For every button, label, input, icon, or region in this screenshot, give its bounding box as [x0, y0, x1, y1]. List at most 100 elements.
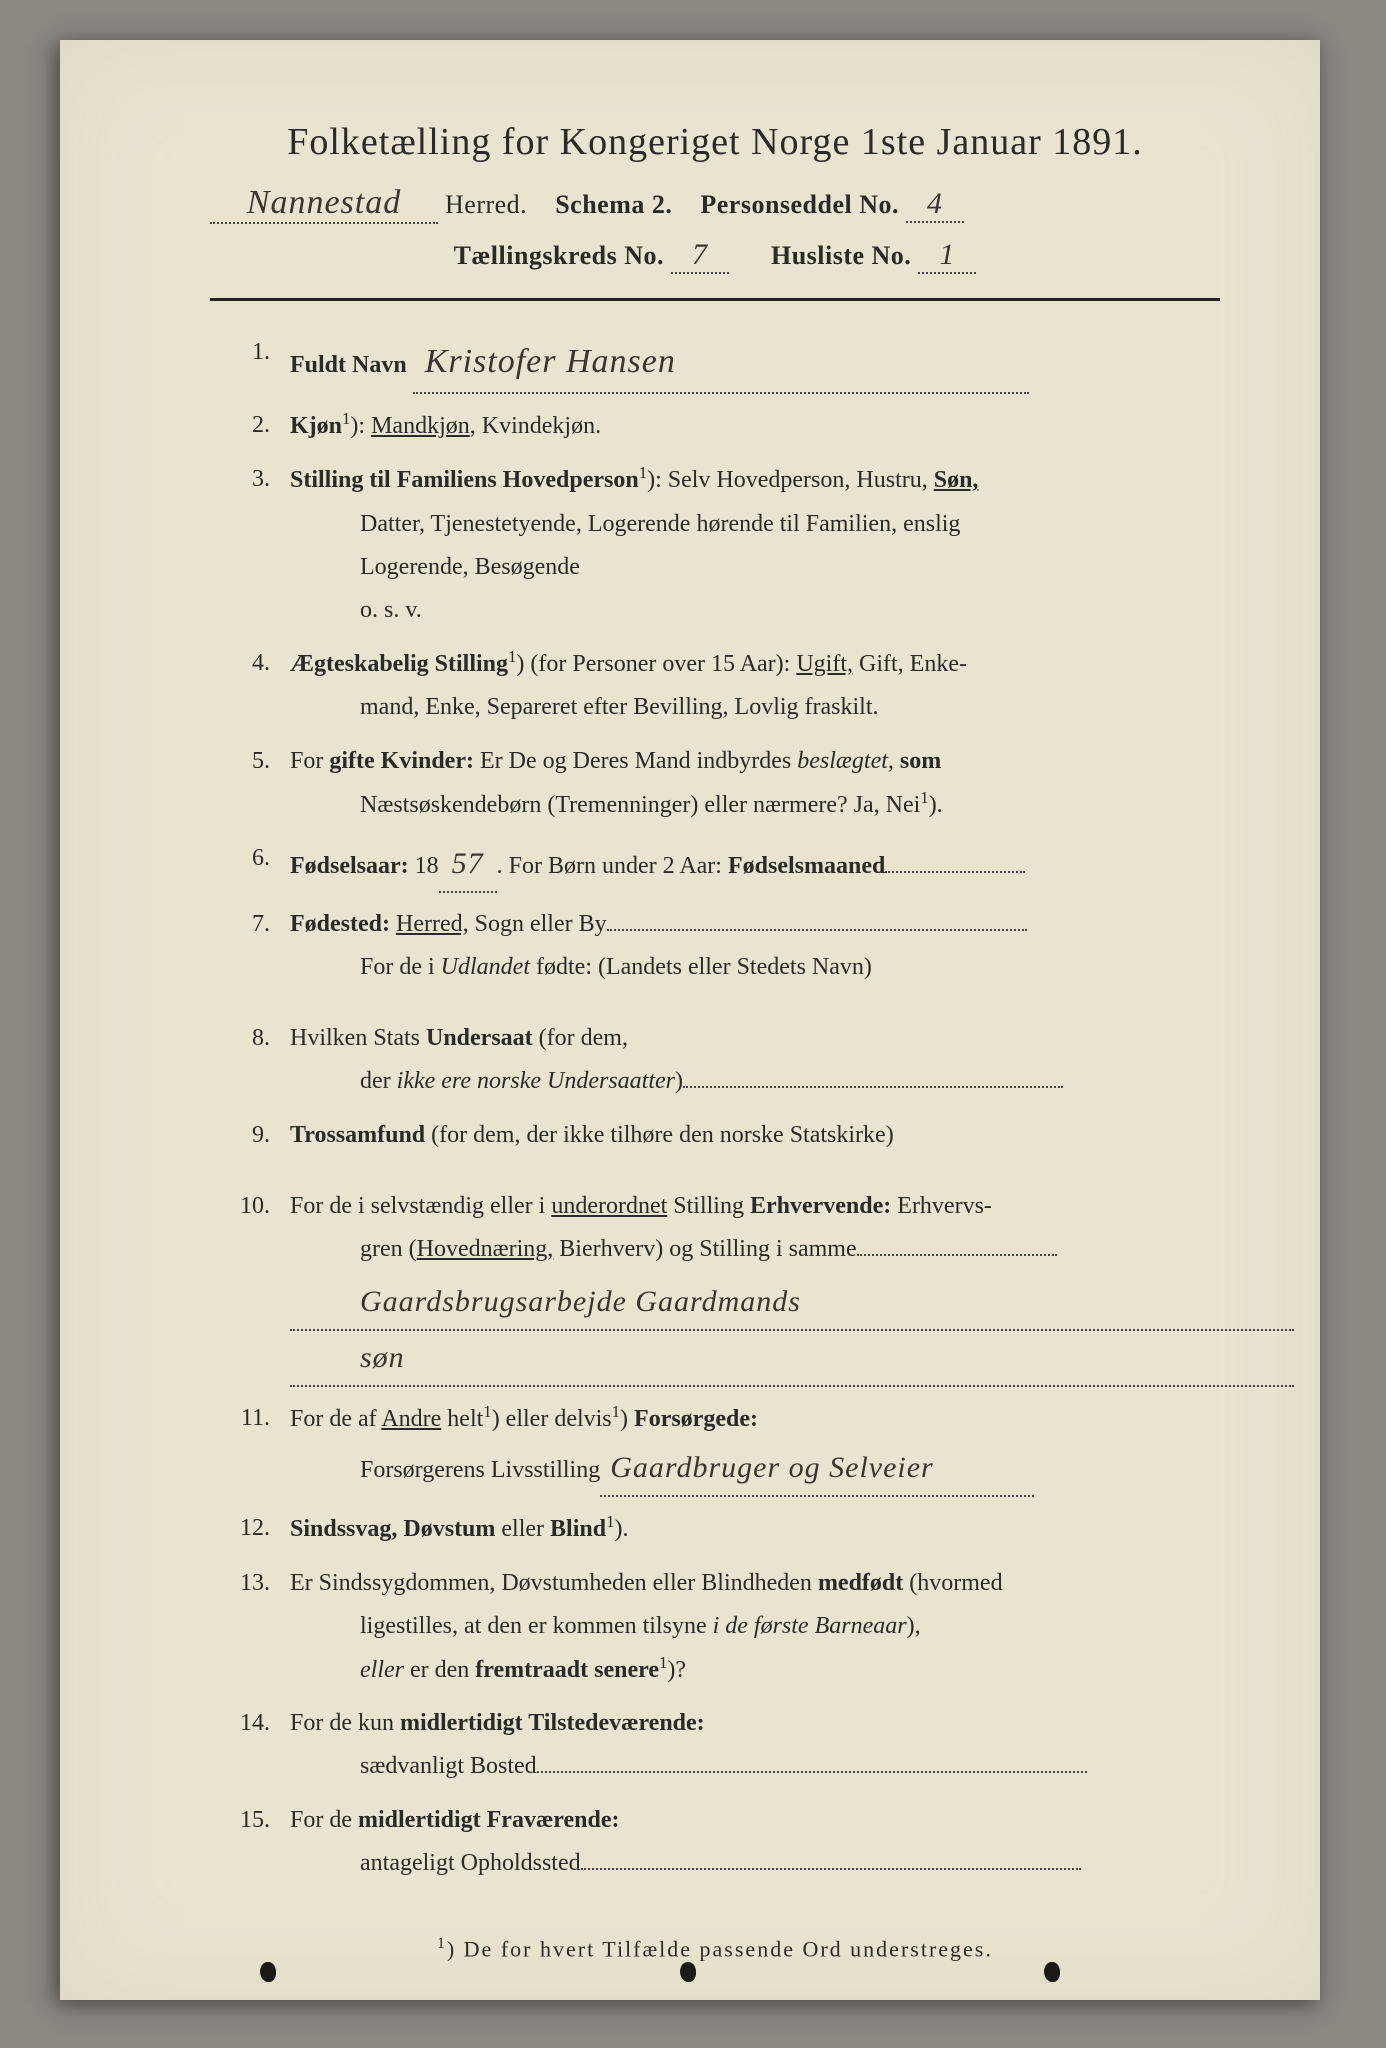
- item-content: For de kun midlertidigt Tilstedeværende:…: [290, 1702, 1220, 1788]
- l3b: er den: [404, 1657, 475, 1683]
- item-number: 6.: [210, 837, 290, 893]
- item-4: 4. Ægteskabelig Stilling1) (for Personer…: [210, 642, 1220, 729]
- form-body: 1. Fuldt Navn Kristofer Hansen 2. Kjøn1)…: [210, 331, 1220, 1885]
- italic: Udlandet: [441, 954, 530, 980]
- blank: [683, 1086, 1063, 1088]
- item-9: 9. Trossamfund (for dem, der ikke tilhør…: [210, 1114, 1220, 1157]
- schema-label: Schema 2.: [555, 190, 672, 219]
- personseddel-no: 4: [906, 187, 964, 223]
- item-content: Fødselsaar: 1857. For Børn under 2 Aar: …: [290, 837, 1220, 893]
- selected: Mandkjøn: [371, 413, 470, 439]
- bold2: som: [894, 748, 941, 774]
- spacer: [210, 1167, 1220, 1185]
- blank: [581, 1868, 1081, 1870]
- item-content: For gifte Kvinder: Er De og Deres Mand i…: [290, 740, 1220, 827]
- line4: o. s. v.: [290, 589, 1220, 632]
- label2: Fødselsmaaned: [728, 853, 885, 879]
- divider: [210, 298, 1220, 301]
- line3: Logerende, Besøgende: [290, 546, 1220, 589]
- l2: sædvanligt Bosted: [360, 1753, 537, 1779]
- page-title: Folketælling for Kongeriget Norge 1ste J…: [210, 120, 1220, 164]
- l1b: helt: [441, 1406, 483, 1432]
- label: Ægteskabelig Stilling: [290, 651, 508, 677]
- l2: Forsørgerens Livsstilling: [360, 1457, 600, 1483]
- item-3: 3. Stilling til Familiens Hovedperson1):…: [210, 458, 1220, 632]
- l2b: ),: [907, 1613, 921, 1639]
- l3c: )?: [667, 1657, 686, 1683]
- item-number: 7.: [210, 903, 290, 989]
- item-number: 8.: [210, 1017, 290, 1103]
- l2a: For de i: [360, 954, 441, 980]
- l1a: Hvilken Stats: [290, 1025, 426, 1051]
- l1a: For de i selvstændig eller i: [290, 1193, 551, 1219]
- prefix: For: [290, 748, 329, 774]
- item-13: 13. Er Sindssygdommen, Døvstumheden elle…: [210, 1562, 1220, 1693]
- item-6: 6. Fødselsaar: 1857. For Børn under 2 Aa…: [210, 837, 1220, 893]
- l1a: For de kun: [290, 1710, 400, 1736]
- item-content: Fuldt Navn Kristofer Hansen: [290, 331, 1220, 394]
- item-14: 14. For de kun midlertidigt Tilstedevære…: [210, 1702, 1220, 1788]
- mid: eller: [495, 1516, 550, 1542]
- item-7: 7. Fødested: Herred, Sogn eller By For d…: [210, 903, 1220, 989]
- selected: Herred,: [396, 911, 469, 937]
- name-value: Kristofer Hansen: [413, 331, 1029, 394]
- husliste-no: 1: [918, 238, 976, 274]
- occupation-2: søn: [290, 1331, 1294, 1387]
- item-content: Stilling til Familiens Hovedperson1): Se…: [290, 458, 1220, 632]
- item-content: Er Sindssygdommen, Døvstumheden eller Bl…: [290, 1562, 1220, 1693]
- l1a: Er Sindssygdommen, Døvstumheden eller Bl…: [290, 1570, 818, 1596]
- census-form-page: Folketælling for Kongeriget Norge 1ste J…: [60, 40, 1320, 2000]
- italic: beslægtet,: [797, 748, 894, 774]
- bold: Erhvervende:: [750, 1193, 891, 1219]
- under: underordnet: [551, 1193, 667, 1219]
- taellingskreds-no: 7: [671, 238, 729, 274]
- bold: medfødt: [818, 1570, 903, 1596]
- footnote-text: ) De for hvert Tilfælde passende Ord und…: [447, 1936, 993, 1961]
- l2a: ligestilles, at den er kommen tilsyne: [360, 1613, 713, 1639]
- blank: [885, 871, 1025, 873]
- blank: [537, 1771, 1087, 1773]
- item-number: 5.: [210, 740, 290, 827]
- blank: [607, 929, 1027, 931]
- husliste-label: Husliste No.: [771, 241, 911, 270]
- line2: Næstsøskendebørn (Tremenninger) eller næ…: [360, 792, 920, 818]
- item-1: 1. Fuldt Navn Kristofer Hansen: [210, 331, 1220, 394]
- item-number: 13.: [210, 1562, 290, 1693]
- bold: midlertidigt Fraværende:: [358, 1807, 620, 1833]
- text: ): Selv Hovedperson, Hustru,: [647, 467, 934, 493]
- selected: Ugift,: [796, 651, 853, 677]
- item-number: 3.: [210, 458, 290, 632]
- under: Andre: [381, 1406, 441, 1432]
- item-content: Fødested: Herred, Sogn eller By For de i…: [290, 903, 1220, 989]
- line2: mand, Enke, Separeret efter Bevilling, L…: [290, 686, 1220, 729]
- sup: 1: [920, 788, 928, 807]
- header-row-1: Nannestad Herred. Schema 2. Personseddel…: [210, 184, 1220, 224]
- bold: Undersaat: [426, 1025, 533, 1051]
- under2: Hovednæring,: [417, 1236, 554, 1262]
- item-number: 10.: [210, 1185, 290, 1387]
- provider-occupation: Gaardbruger og Selveier: [600, 1441, 1034, 1497]
- l1a: For de: [290, 1807, 358, 1833]
- bold: Sindssvag, Døvstum: [290, 1516, 495, 1542]
- ink-spot-icon: [260, 1962, 276, 1982]
- year: 57: [439, 837, 497, 893]
- item-2: 2. Kjøn1): Mandkjøn, Kvindekjøn.: [210, 404, 1220, 448]
- item-number: 14.: [210, 1702, 290, 1788]
- label: Fødselsaar:: [290, 853, 409, 879]
- ink-spot-icon: [680, 1962, 696, 1982]
- header-row-2: Tællingskreds No. 7 Husliste No. 1: [210, 238, 1220, 274]
- item-number: 15.: [210, 1799, 290, 1885]
- spacer: [210, 999, 1220, 1017]
- l1b: (hvormed: [903, 1570, 1002, 1596]
- sup: 1: [437, 1935, 447, 1952]
- ink-spot-icon: [1044, 1962, 1060, 1982]
- bold2: fremtraadt senere: [475, 1657, 659, 1683]
- l2b: ): [675, 1068, 683, 1094]
- item-number: 11.: [210, 1397, 290, 1497]
- rest: Gift, Enke-: [853, 651, 967, 677]
- blank: [857, 1254, 1057, 1256]
- label: Kjøn: [290, 413, 342, 439]
- taellingskreds-label: Tællingskreds No.: [454, 241, 664, 270]
- bold: Trossamfund: [290, 1122, 425, 1148]
- l1b: Stilling: [667, 1193, 750, 1219]
